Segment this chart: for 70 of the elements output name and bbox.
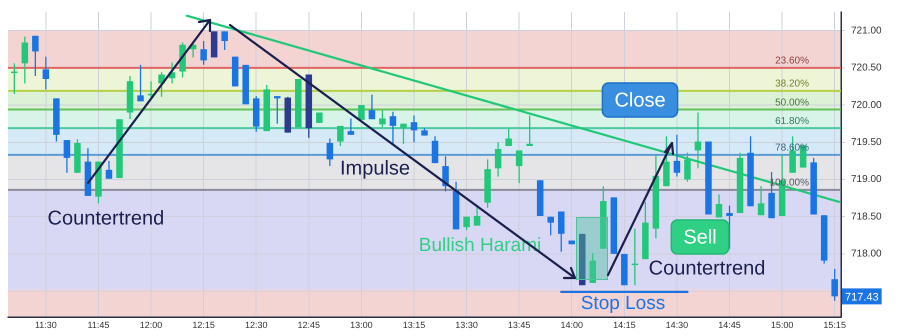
x-tick-label: 15:00	[770, 320, 794, 330]
candlestick	[726, 204, 733, 250]
candlestick	[274, 95, 281, 124]
annotation: Sell	[683, 226, 717, 249]
candlestick	[463, 216, 470, 231]
y-tick-label: 720.50	[851, 62, 882, 74]
x-tick-label: 12:45	[298, 320, 320, 330]
x-tick-label: 14:15	[613, 320, 636, 330]
candlestick	[221, 30, 228, 51]
y-tick-label: 719.50	[851, 137, 882, 148]
candlestick	[11, 62, 18, 95]
candlestick	[590, 252, 596, 284]
annotation: 38.20%	[775, 78, 810, 90]
x-tick-label: 14:45	[718, 320, 741, 330]
x-tick-label: 13:15	[402, 320, 426, 330]
candlestick	[326, 138, 334, 167]
candlestick	[390, 111, 396, 144]
annotation: 23.60%	[775, 56, 810, 67]
candlestick	[400, 123, 407, 144]
x-tick-label: 12:00	[140, 320, 162, 330]
x-tick-label: 14:30	[666, 320, 688, 330]
candlestick	[22, 36, 28, 84]
x-tick-label: 13:30	[455, 320, 478, 330]
candlestick	[684, 152, 691, 182]
annotation: 50.00%	[775, 97, 810, 108]
annotation: Countertrend	[48, 207, 164, 230]
x-tick-label: 13:00	[350, 320, 373, 330]
y-tick-label: 719.00	[851, 174, 882, 186]
candlestick	[632, 228, 638, 286]
candlestick	[505, 128, 512, 147]
candlestick	[494, 142, 502, 178]
y-tick-label: 721.00	[851, 25, 882, 36]
annotation: Close	[614, 90, 666, 112]
candlestick	[432, 136, 438, 164]
candlestick	[106, 160, 112, 180]
candlestick	[526, 114, 533, 147]
candlestick	[831, 268, 838, 302]
candlestick	[410, 114, 418, 143]
x-tick-label: 14:00	[560, 320, 584, 330]
y-tick-label: 718.50	[851, 211, 882, 222]
x-tick-label: 11:30	[34, 320, 57, 330]
candlestick	[379, 110, 386, 128]
candlestick	[358, 104, 365, 121]
candlestick	[547, 216, 554, 236]
y-tick-label: 720.00	[851, 100, 882, 111]
annotation: 61.80%	[775, 116, 810, 127]
x-tick-label: 12:30	[244, 320, 268, 330]
candlestick	[137, 64, 144, 102]
candlestick	[516, 150, 522, 184]
annotation: Impulse	[340, 158, 410, 180]
y-tick-label: 718.00	[851, 248, 882, 260]
x-tick-label: 13:45	[508, 320, 530, 330]
candlestick	[200, 40, 207, 66]
candlestick	[348, 118, 354, 136]
annotation: Countertrend	[648, 258, 766, 280]
candlestick	[337, 125, 344, 147]
candlestick	[42, 56, 50, 90]
annotation: 717.43	[845, 291, 879, 304]
x-tick-label: 12:15	[192, 320, 215, 330]
candlestick	[558, 210, 564, 252]
candlestick	[716, 194, 722, 218]
candlestick	[64, 139, 70, 174]
candlestick	[32, 35, 39, 77]
x-tick-label: 15:15	[823, 320, 846, 330]
x-tick-label: 11:45	[88, 320, 110, 330]
candlestick	[758, 186, 764, 216]
candlestick	[674, 134, 680, 178]
candlestick	[368, 94, 376, 120]
candlestick	[694, 112, 702, 169]
annotation: Stop Loss	[580, 293, 666, 314]
